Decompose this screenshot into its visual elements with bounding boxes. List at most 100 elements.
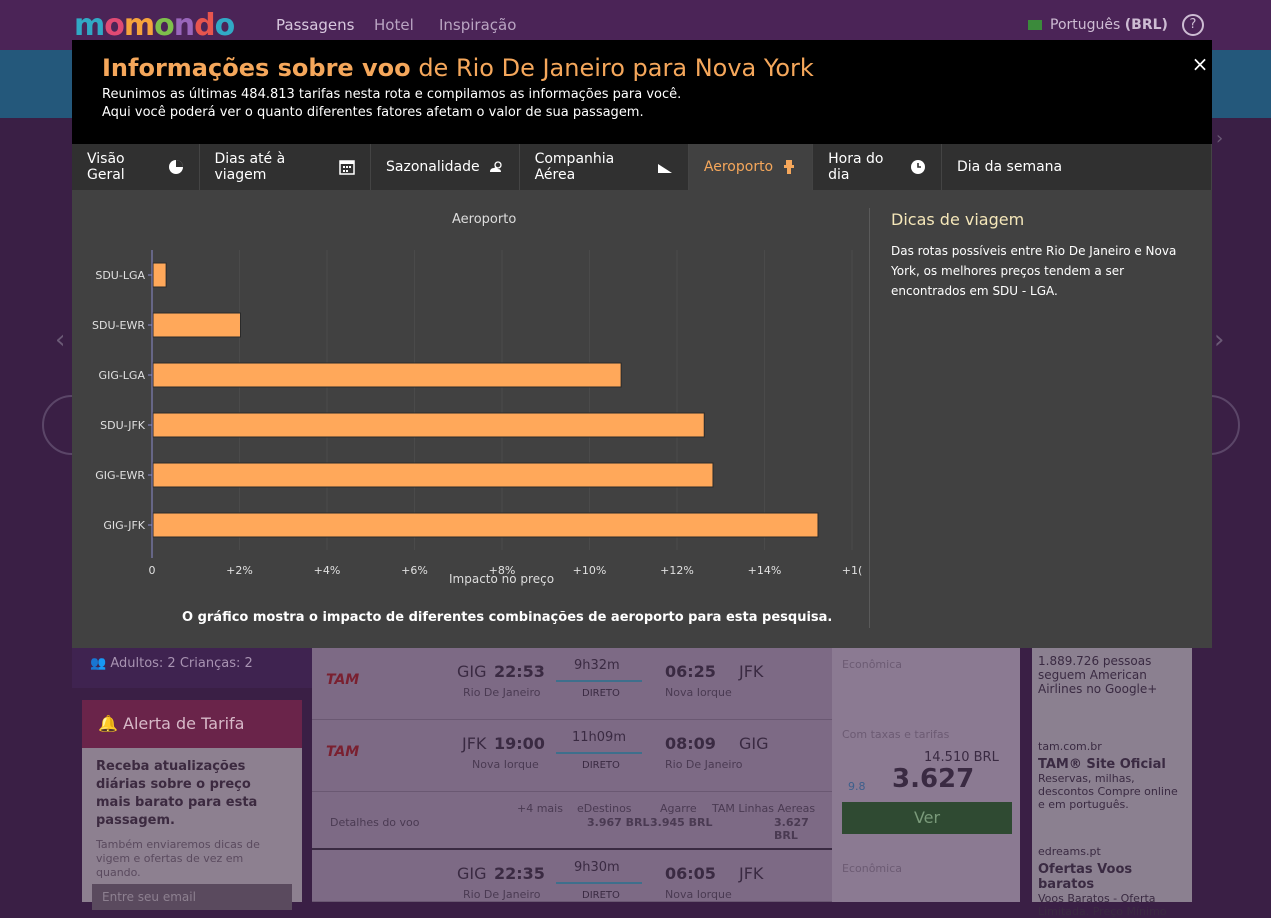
y-tick-label: SDU-EWR: [92, 319, 145, 332]
ad-title[interactable]: Ofertas Voos baratos: [1038, 862, 1133, 892]
ver-button[interactable]: Ver: [842, 802, 1012, 834]
modal-title-route: de Rio De Janeiro para Nova York: [418, 54, 814, 82]
more-providers[interactable]: +4 mais: [517, 802, 563, 815]
arrival-time: 08:09: [665, 734, 716, 753]
divider: [869, 208, 870, 628]
x-tick-label: +8%: [489, 564, 516, 577]
tab-visao-geral[interactable]: Visão Geral: [72, 144, 200, 190]
flight-details-link[interactable]: Detalhes do voo: [330, 816, 420, 829]
bar-chart: SDU-LGA SDU-EWR GIG-LGA SDU-JFK GIG-EWR GIG-J…: [92, 250, 862, 577]
y-tick-label: GIG-LGA: [99, 369, 146, 382]
carousel-left-icon[interactable]: ‹: [55, 325, 66, 355]
passengers-text: Adultos: 2 Crianças: 2: [110, 656, 253, 671]
flight-info-modal: Informações sobre voo de Rio De Janeiro …: [72, 40, 1212, 648]
tab-label: Dias até à viagem: [214, 151, 286, 183]
momondo-logo[interactable]: momondo: [74, 8, 235, 43]
carousel-right-icon[interactable]: ›: [1214, 325, 1225, 355]
ad-url[interactable]: edreams.pt: [1038, 845, 1101, 858]
provider-price: 3.967 BRL: [587, 816, 650, 829]
price-alert-text: Receba atualizações diárias sobre o preç…: [96, 759, 258, 828]
passengers-summary: 👥 Adultos: 2 Crianças: 2: [72, 648, 312, 688]
chevron-right-icon[interactable]: ›: [1216, 128, 1224, 149]
origin-code: GIG: [457, 662, 487, 681]
modal-tabs: Visão Geral Dias até à viagem Sazonalida…: [72, 144, 1212, 190]
destination-city: Nova Iorque: [665, 686, 732, 699]
ads-sidebar: 1.889.726 pessoas seguem American Airlin…: [1032, 648, 1192, 918]
brazil-flag-icon: [1028, 20, 1042, 30]
tab-dia-da-semana[interactable]: Dia da semana: [942, 144, 1212, 190]
tab-sazonalidade[interactable]: Sazonalidade: [371, 144, 520, 190]
tab-companhia-aerea[interactable]: Companhia Aérea: [520, 144, 689, 190]
flight-results: TAM GIG 22:53 Rio De Janeiro 9h32m DIRET…: [312, 648, 1020, 902]
x-axis-title: Impacto no preço: [449, 572, 555, 586]
y-tick-label: SDU-JFK: [100, 419, 146, 432]
y-tick-label: GIG-JFK: [103, 519, 145, 532]
duration: 9h32m: [574, 658, 620, 673]
bar: [152, 362, 622, 388]
language-selector[interactable]: Português (BRL): [1028, 17, 1168, 33]
flight-row[interactable]: TAM JFK 19:00 Nova Iorque 11h09m DIRETO …: [312, 720, 832, 792]
y-tick-label: SDU-LGA: [95, 269, 145, 282]
currency: BRL: [973, 750, 999, 765]
ad-url[interactable]: tam.com.br: [1038, 740, 1102, 753]
bar: [152, 462, 714, 488]
tab-dias-ate-viagem[interactable]: Dias até à viagem: [200, 144, 371, 190]
tab-aeroporto[interactable]: Aeroporto: [688, 144, 814, 190]
origin-city: Rio De Janeiro: [463, 888, 541, 901]
provider-name: Agarre: [660, 802, 697, 815]
ad-text[interactable]: 1.889.726 pessoas seguem American Airlin…: [1038, 654, 1158, 696]
departure-time: 22:35: [494, 864, 545, 883]
cabin-class: Econômica: [842, 862, 902, 875]
ad-title[interactable]: TAM® Site Oficial: [1038, 757, 1166, 772]
destination-code: JFK: [739, 662, 764, 681]
airport-icon: [781, 159, 797, 175]
tab-hora-do-dia[interactable]: Hora do dia: [813, 144, 942, 190]
travel-tips: Dicas de viagem Das rotas possíveis entr…: [891, 210, 1191, 301]
departure-time: 22:53: [494, 662, 545, 681]
email-field[interactable]: Entre seu email: [92, 884, 292, 910]
price-alert-header[interactable]: 🔔 Alerta de Tarifa: [82, 700, 302, 748]
nav-inspiracao[interactable]: Inspiração: [439, 16, 517, 34]
provider-price: 3.627 BRL: [774, 816, 809, 842]
modal-subtitle-2: Aqui você poderá ver o quanto diferentes…: [102, 105, 644, 120]
direct-label: DIRETO: [582, 760, 620, 771]
help-icon[interactable]: ?: [1182, 14, 1204, 36]
tab-label: Aeroporto: [703, 159, 774, 175]
x-tick-label: +4%: [314, 564, 341, 577]
tips-text: Das rotas possíveis entre Rio De Janeiro…: [891, 244, 1177, 298]
pie-chart-icon: [168, 159, 184, 175]
x-tick-label: +2%: [226, 564, 253, 577]
tab-label: Visão Geral: [87, 151, 125, 183]
calendar-icon: [339, 159, 355, 175]
price-alert-subtext: Também enviaremos dicas de vigem e ofert…: [96, 838, 260, 879]
provider-price: 3.945 BRL: [650, 816, 713, 829]
tab-label: Companhia Aérea: [534, 151, 615, 183]
modal-title: Informações sobre voo de Rio De Janeiro …: [102, 54, 1182, 82]
bar: [152, 412, 705, 438]
nav-passagens[interactable]: Passagens: [276, 16, 355, 42]
airplane-icon: [657, 159, 673, 175]
x-tick-label: 0: [149, 564, 156, 577]
x-tick-label: +12%: [660, 564, 694, 577]
y-tick-label: GIG-EWR: [95, 469, 145, 482]
logo-letter: m: [123, 8, 155, 43]
logo-letter: n: [173, 8, 195, 43]
arrival-time: 06:25: [665, 662, 716, 681]
total-price: 14.510: [924, 750, 970, 765]
modal-title-main: Informações sobre voo: [102, 54, 411, 82]
taxes-label: Com taxas e tarifas: [842, 728, 950, 741]
duration-line: [556, 680, 642, 682]
ad-text: Voos Baratos - Oferta Limitada. Preço Mí…: [1038, 892, 1167, 918]
bar: [152, 312, 241, 338]
flight-row[interactable]: TAM GIG 22:53 Rio De Janeiro 9h32m DIRET…: [312, 648, 832, 720]
bar: [152, 512, 819, 538]
duration-line: [556, 752, 642, 754]
duration: 9h30m: [574, 860, 620, 875]
currency-label: (BRL): [1124, 17, 1168, 33]
nav-hotel[interactable]: Hotel: [374, 16, 414, 34]
destination-city: Rio De Janeiro: [665, 758, 743, 771]
tips-title: Dicas de viagem: [891, 210, 1025, 229]
airline-logo: TAM: [326, 672, 360, 688]
flight-row[interactable]: GIG 22:35 Rio De Janeiro 9h30m DIRETO 06…: [312, 848, 832, 902]
close-button[interactable]: ×: [1191, 52, 1209, 76]
